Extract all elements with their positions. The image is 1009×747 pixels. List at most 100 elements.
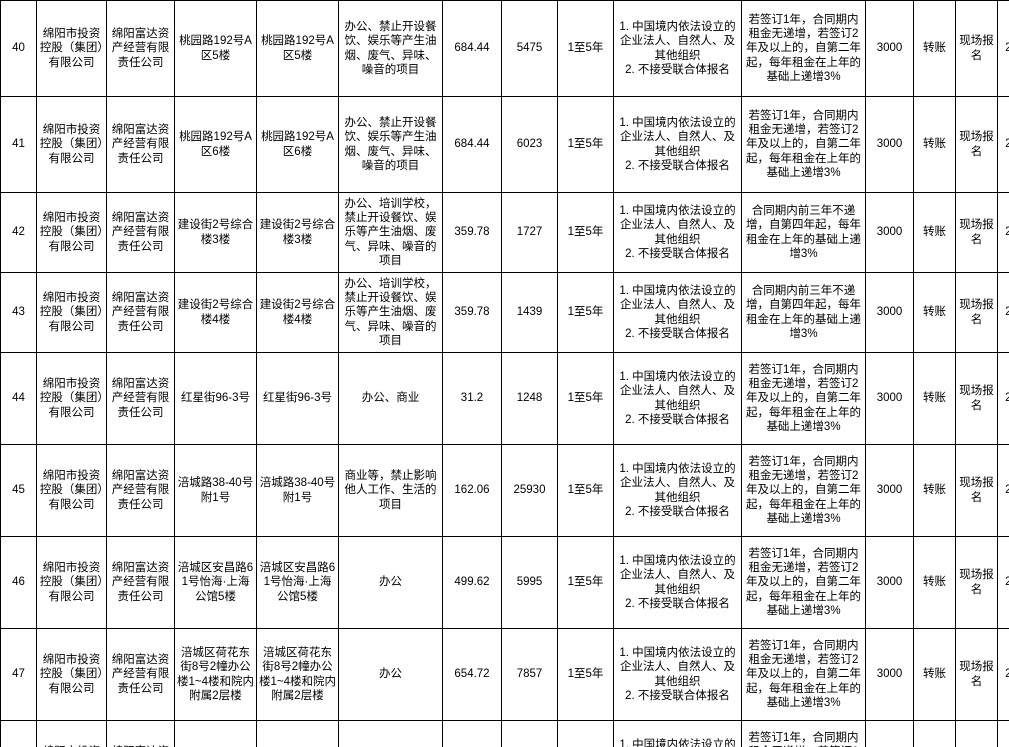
cell-deposit: 3000 (865, 352, 914, 445)
cell-phone: 2243558 (997, 192, 1009, 273)
cell-signup: 现场报名 (955, 720, 998, 747)
cell-area: 684.44 (442, 0, 502, 97)
cell-term: 1至5年 (557, 720, 614, 747)
table-row: 41 绵阳市投资控股（集团）有限公司 绵阳富达资产经营有限责任公司 桃园路192… (0, 96, 1009, 193)
cell-deposit: 3000 (865, 536, 914, 629)
cell-manager: 绵阳富达资产经营有限责任公司 (106, 444, 175, 537)
cell-manager: 绵阳富达资产经营有限责任公司 (106, 272, 175, 353)
cell-phone: 2243566 (997, 628, 1009, 721)
cell-qualification: 1. 中国境内依法设立的企业法人、自然人、及其他组织 2. 不接受联合体报名 (613, 272, 742, 353)
cell-deposit: 3000 (865, 96, 914, 193)
cell-deposit: 3000 (865, 0, 914, 97)
cell-payment: 转账 (913, 444, 956, 537)
cell-no: 48 (0, 720, 37, 747)
cell-term: 1至5年 (557, 536, 614, 629)
cell-price: 1439 (501, 272, 558, 353)
cell-manager: 绵阳富达资产经营有限责任公司 (106, 536, 175, 629)
cell-address: 涪城区荷花东街8号2幢办公楼1~4楼和院内附属2层楼 (256, 628, 339, 721)
cell-asset-name: 涪城路38-40号附1号 (174, 444, 257, 537)
cell-qualification: 1. 中国境内依法设立的企业法人、自然人、及其他组织 2. 不接受联合体报名 (613, 720, 742, 747)
cell-address: 建设街2号综合楼4楼 (256, 272, 339, 353)
cell-qualification: 1. 中国境内依法设立的企业法人、自然人、及其他组织 2. 不接受联合体报名 (613, 0, 742, 97)
cell-qualification: 1. 中国境内依法设立的企业法人、自然人、及其他组织 2. 不接受联合体报名 (613, 192, 742, 273)
cell-increase: 若签订1年，合同期内租金无递增，若签订2年及以上的，自第二年起，每年租金在上年的… (741, 352, 866, 445)
cell-phone: 2243567 (997, 720, 1009, 747)
cell-signup: 现场报名 (955, 628, 998, 721)
cell-qualification: 1. 中国境内依法设立的企业法人、自然人、及其他组织 2. 不接受联合体报名 (613, 96, 742, 193)
cell-manager: 绵阳富达资产经营有限责任公司 (106, 192, 175, 273)
cell-phone: 2243564 (997, 444, 1009, 537)
cell-payment: 转账 (913, 352, 956, 445)
cell-payment: 转账 (913, 272, 956, 353)
table-row: 47 绵阳市投资控股（集团）有限公司 绵阳富达资产经营有限责任公司 涪城区荷花东… (0, 628, 1009, 721)
cell-usage: 办公、培训学校，禁止开设餐饮、娱乐等产生油烟、废气、异味、噪音的项目 (338, 192, 443, 273)
cell-area: 31.2 (442, 352, 502, 445)
cell-payment: 转账 (913, 96, 956, 193)
cell-manager: 绵阳富达资产经营有限责任公司 (106, 96, 175, 193)
cell-increase: 若签订1年，合同期内租金无递增，若签订2年及以上的，自第二年起，每年租金在上年的… (741, 0, 866, 97)
cell-signup: 现场报名 (955, 352, 998, 445)
cell-price: 6023 (501, 96, 558, 193)
cell-no: 43 (0, 272, 37, 353)
cell-deposit: 3000 (865, 192, 914, 273)
cell-term: 1至5年 (557, 352, 614, 445)
cell-qualification: 1. 中国境内依法设立的企业法人、自然人、及其他组织 2. 不接受联合体报名 (613, 628, 742, 721)
cell-address: 红星街96-3号 (256, 352, 339, 445)
cell-asset-name: 建设街2号综合楼3楼 (174, 192, 257, 273)
cell-term: 1至5年 (557, 192, 614, 273)
cell-deposit: 3000 (865, 628, 914, 721)
table-row: 46 绵阳市投资控股（集团）有限公司 绵阳富达资产经营有限责任公司 涪城区安昌路… (0, 536, 1009, 629)
cell-asset-name: 红星街96-3号 (174, 352, 257, 445)
cell-area: 162.06 (442, 444, 502, 537)
cell-phone: 2243559 (997, 272, 1009, 353)
cell-no: 47 (0, 628, 37, 721)
table-row: 48 绵阳市投资控股（集团）有限公司 绵阳富达资产经营有限责任公司 涪城区临园路… (0, 720, 1009, 747)
cell-qualification: 1. 中国境内依法设立的企业法人、自然人、及其他组织 2. 不接受联合体报名 (613, 536, 742, 629)
cell-term: 1至5年 (557, 96, 614, 193)
cell-no: 42 (0, 192, 37, 273)
cell-payment: 转账 (913, 0, 956, 97)
cell-usage: 商业等，禁止影响他人工作、生活的项目 (338, 444, 443, 537)
cell-increase: 若签订1年，合同期内租金无递增，若签订2年及以上的，自第二年起，每年租金在上年的… (741, 536, 866, 629)
cell-payment: 转账 (913, 536, 956, 629)
cell-area: 499.62 (442, 536, 502, 629)
cell-increase: 若签订1年，合同期内租金无递增，若签订2年及以上的，自第二年起，每年租金在上年的… (741, 96, 866, 193)
cell-asset-name: 涪城区临园路西段8号6楼 (174, 720, 257, 747)
cell-usage: 办公 (338, 628, 443, 721)
cell-price: 5475 (501, 0, 558, 97)
cell-term: 1至5年 (557, 628, 614, 721)
table-row: 44 绵阳市投资控股（集团）有限公司 绵阳富达资产经营有限责任公司 红星街96-… (0, 352, 1009, 445)
cell-address: 桃园路192号A区5楼 (256, 0, 339, 97)
cell-signup: 现场报名 (955, 444, 998, 537)
cell-address: 建设街2号综合楼3楼 (256, 192, 339, 273)
cell-no: 45 (0, 444, 37, 537)
cell-manager: 绵阳富达资产经营有限责任公司 (106, 628, 175, 721)
cell-price: 5995 (501, 536, 558, 629)
cell-asset-name: 桃园路192号A区5楼 (174, 0, 257, 97)
cell-price: 5365 (501, 720, 558, 747)
cell-owner: 绵阳市投资控股（集团）有限公司 (36, 628, 107, 721)
cell-asset-name: 建设街2号综合楼4楼 (174, 272, 257, 353)
cell-signup: 现场报名 (955, 272, 998, 353)
cell-deposit: 3000 (865, 720, 914, 747)
cell-payment: 转账 (913, 192, 956, 273)
cell-usage: 办公、培训学校，禁止开设餐饮、娱乐等产生油烟、废气、异味、噪音的项目 (338, 272, 443, 353)
table-row: 43 绵阳市投资控股（集团）有限公司 绵阳富达资产经营有限责任公司 建设街2号综… (0, 272, 1009, 353)
cell-no: 44 (0, 352, 37, 445)
cell-usage: 办公、禁止开设餐饮、娱乐等产生油烟、废气、异味、噪音的项目 (338, 96, 443, 193)
cell-no: 46 (0, 536, 37, 629)
cell-asset-name: 桃园路192号A区6楼 (174, 96, 257, 193)
cell-usage: 办公、商业 (338, 720, 443, 747)
cell-signup: 现场报名 (955, 0, 998, 97)
cell-owner: 绵阳市投资控股（集团）有限公司 (36, 96, 107, 193)
cell-increase: 合同期内前三年不递增，自第四年起，每年租金在上年的基础上递增3% (741, 272, 866, 353)
cell-signup: 现场报名 (955, 536, 998, 629)
cell-manager: 绵阳富达资产经营有限责任公司 (106, 720, 175, 747)
cell-phone: 2243556 (997, 96, 1009, 193)
cell-area: 536.46 (442, 720, 502, 747)
cell-address: 涪城区临园路西段8号6楼 (256, 720, 339, 747)
cell-usage: 办公、禁止开设餐饮、娱乐等产生油烟、废气、异味、噪音的项目 (338, 0, 443, 97)
